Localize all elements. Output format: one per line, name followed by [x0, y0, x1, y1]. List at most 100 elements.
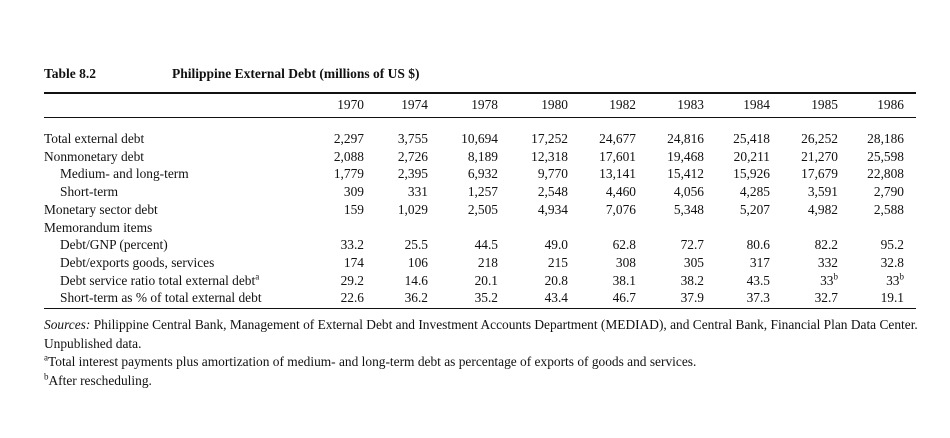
value-text: 12,318: [531, 148, 568, 164]
year-header: 1984: [743, 97, 770, 112]
value-cell: 4,982: [782, 201, 850, 219]
table-row: Short-term 309 331 1,257 2,548 4,460 4,056 4,28…: [44, 183, 916, 201]
value-text: 22,808: [867, 166, 904, 182]
value-cell: 38.2: [648, 272, 716, 290]
value-cell: 20.1: [440, 272, 510, 290]
footnote-marker: a: [255, 271, 260, 282]
value-text: 36.2: [404, 290, 428, 306]
value-cell: 19,468: [648, 148, 716, 166]
top-rule: [44, 92, 916, 94]
value-text: 26,252: [801, 131, 838, 146]
value-cell: 1,257: [440, 183, 510, 201]
value-cell: 331: [376, 183, 440, 201]
value-text: 46.7: [612, 290, 636, 306]
row-label: Debt/GNP (percent): [44, 236, 312, 254]
value-cell: 35.2: [440, 289, 510, 307]
row-label: Debt service ratio total external debta: [44, 272, 312, 290]
value-text: 218: [477, 254, 498, 270]
value-cell: 28,186: [850, 130, 916, 148]
value-cell: 36.2: [376, 289, 440, 307]
table-row: Debt/exports goods, services 174 106 218 215…: [44, 254, 916, 272]
value-cell: [716, 219, 782, 237]
value-text: 62.8: [612, 237, 636, 253]
sources-note: Sources: Philippine Central Bank, Manage…: [44, 316, 924, 353]
value-text: 38.2: [680, 272, 704, 288]
value-cell: 2,588: [850, 201, 916, 219]
value-text: 32.7: [814, 290, 838, 306]
value-text: 305: [683, 254, 704, 270]
value-cell: 38.1: [580, 272, 648, 290]
value-cell: [376, 219, 440, 237]
value-cell: 17,601: [580, 148, 648, 166]
value-cell: 2,548: [510, 183, 580, 201]
row-label-text: Short-term: [60, 184, 119, 200]
year-header: 1974: [401, 97, 428, 112]
year-header: 1985: [811, 97, 838, 112]
value-cell: 22.6: [312, 289, 376, 307]
row-label: Nonmonetary debt: [44, 148, 312, 166]
value-cell: 4,056: [648, 183, 716, 201]
value-cell: 7,076: [580, 201, 648, 219]
value-cell: 80.6: [716, 236, 782, 254]
value-cell: 25,598: [850, 148, 916, 166]
value-cell: 305: [648, 254, 716, 272]
value-text: 308: [615, 254, 636, 270]
value-text: 309: [343, 184, 364, 200]
value-cell: 15,926: [716, 165, 782, 183]
value-cell: 21,270: [782, 148, 850, 166]
value-text: 9,770: [537, 166, 568, 182]
value-cell: 19.1: [850, 289, 916, 307]
value-text: 2,790: [873, 184, 904, 200]
value-text: 106: [407, 254, 428, 270]
value-text: 14.6: [404, 272, 428, 288]
value-text: 20.1: [474, 272, 498, 288]
value-cell: 159: [312, 201, 376, 219]
value-text: 2,297: [333, 131, 364, 146]
value-cell: 14.6: [376, 272, 440, 290]
value-cell: 82.2: [782, 236, 850, 254]
footnote-b: bAfter rescheduling.: [44, 372, 924, 391]
value-cell: 5,207: [716, 201, 782, 219]
value-cell: 25.5: [376, 236, 440, 254]
footnote-marker: b: [899, 271, 905, 282]
value-cell: 1,779: [312, 165, 376, 183]
year-header: 1978: [471, 97, 498, 112]
value-cell: 24,677: [580, 130, 648, 148]
value-cell: 49.0: [510, 236, 580, 254]
value-text: 95.2: [880, 237, 904, 253]
value-cell: 37.3: [716, 289, 782, 307]
row-label: Debt/exports goods, services: [44, 254, 312, 272]
table-row: Debt service ratio total external debta 2…: [44, 272, 916, 290]
header-label-cell: [44, 94, 312, 116]
row-label: Medium- and long-term: [44, 165, 312, 183]
footnote-marker: b: [833, 271, 839, 282]
table-row: Nonmonetary debt 2,088 2,726 8,189 12,318 17,…: [44, 148, 916, 166]
value-cell: 106: [376, 254, 440, 272]
value-cell: 72.7: [648, 236, 716, 254]
value-cell: 26,252: [782, 130, 850, 148]
value-cell: 332: [782, 254, 850, 272]
value-text: 38.1: [612, 272, 636, 288]
value-cell: [510, 219, 580, 237]
row-label-text: Total external debt: [44, 131, 145, 146]
value-cell: 32.7: [782, 289, 850, 307]
year-header: 1980: [541, 97, 568, 112]
value-cell: 3,591: [782, 183, 850, 201]
value-text: 28,186: [867, 131, 904, 146]
value-text: 72.7: [680, 237, 704, 253]
value-text: 8,189: [467, 148, 498, 164]
value-cell: 317: [716, 254, 782, 272]
value-text: 17,679: [801, 166, 838, 182]
value-text: 33: [820, 272, 834, 288]
value-text: 4,056: [673, 184, 704, 200]
value-cell: 17,252: [510, 130, 580, 148]
value-text: 21,270: [801, 148, 838, 164]
value-cell: 2,088: [312, 148, 376, 166]
row-label-text: Debt service ratio total external debt: [60, 272, 256, 288]
value-text: 2,505: [467, 201, 498, 217]
value-cell: 308: [580, 254, 648, 272]
value-text: 35.2: [474, 290, 498, 306]
footnote-a-text: Total interest payments plus amortizatio…: [48, 354, 697, 369]
value-text: 33: [886, 272, 900, 288]
value-text: 82.2: [814, 237, 838, 253]
